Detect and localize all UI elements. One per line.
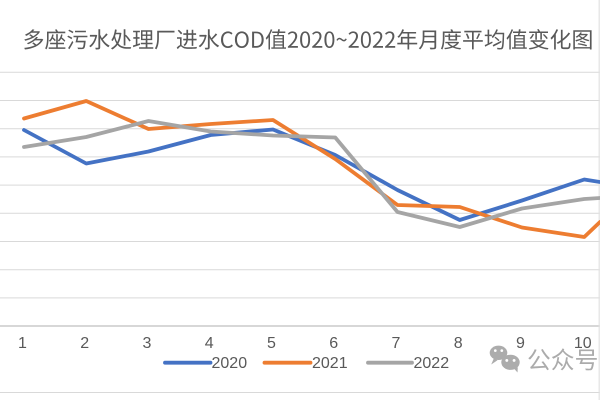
svg-text:2022: 2022 bbox=[414, 355, 450, 372]
svg-text:2: 2 bbox=[80, 335, 89, 352]
svg-text:2021: 2021 bbox=[312, 355, 348, 372]
svg-text:9: 9 bbox=[516, 335, 525, 352]
svg-text:10: 10 bbox=[574, 335, 592, 352]
svg-text:4: 4 bbox=[205, 335, 214, 352]
svg-text:8: 8 bbox=[454, 335, 463, 352]
svg-text:2020: 2020 bbox=[212, 355, 248, 372]
svg-text:5: 5 bbox=[267, 335, 276, 352]
svg-text:3: 3 bbox=[143, 335, 152, 352]
svg-text:7: 7 bbox=[392, 335, 401, 352]
svg-text:1: 1 bbox=[18, 335, 27, 352]
svg-text:6: 6 bbox=[329, 335, 338, 352]
